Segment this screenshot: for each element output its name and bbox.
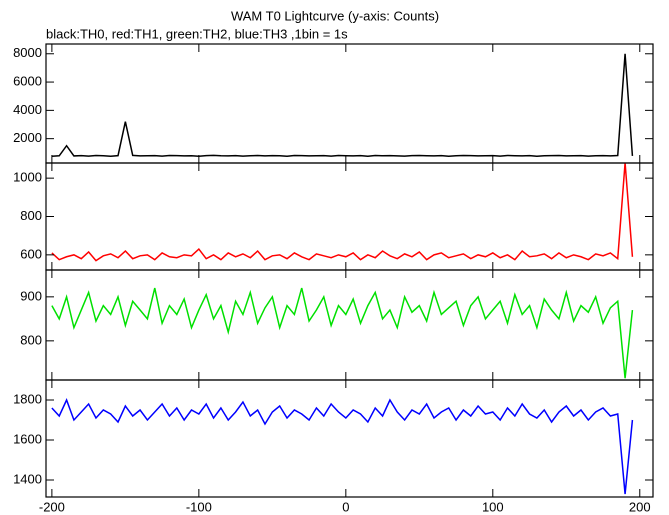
chart-title: WAM T0 Lightcurve (y-axis: Counts) [231, 8, 439, 23]
series-line [51, 398, 634, 495]
panel-frame [45, 379, 654, 498]
series-line [51, 287, 634, 379]
y-tick-label: 8000 [13, 45, 42, 60]
plot-area [51, 287, 634, 379]
x-tick-label: -100 [186, 499, 212, 514]
plot-area [51, 53, 634, 157]
y-tick-label: 900 [20, 288, 42, 303]
plot-area [51, 163, 634, 262]
y-tick-label: 600 [20, 246, 42, 261]
y-tick-label: 1400 [13, 471, 42, 486]
chart-subtitle: black:TH0, red:TH1, green:TH2, blue:TH3 … [46, 26, 348, 41]
y-tick-label: 1800 [13, 391, 42, 406]
x-tick-label: -200 [39, 499, 65, 514]
series-line [51, 163, 634, 262]
panel-frame [45, 269, 654, 381]
y-tick-label: 1000 [13, 170, 42, 185]
x-tick-label: 200 [629, 499, 651, 514]
y-tick-label: 6000 [13, 74, 42, 89]
series-line [51, 53, 634, 157]
x-tick-label: 0 [342, 499, 349, 514]
y-tick-label: 1600 [13, 431, 42, 446]
y-tick-label: 2000 [13, 130, 42, 145]
panel-frame [45, 43, 654, 164]
y-tick-label: 800 [20, 332, 42, 347]
x-tick-label: 100 [482, 499, 504, 514]
y-tick-label: 4000 [13, 102, 42, 117]
plot-area [51, 398, 634, 495]
panel-frame [45, 162, 654, 271]
y-tick-label: 800 [20, 208, 42, 223]
